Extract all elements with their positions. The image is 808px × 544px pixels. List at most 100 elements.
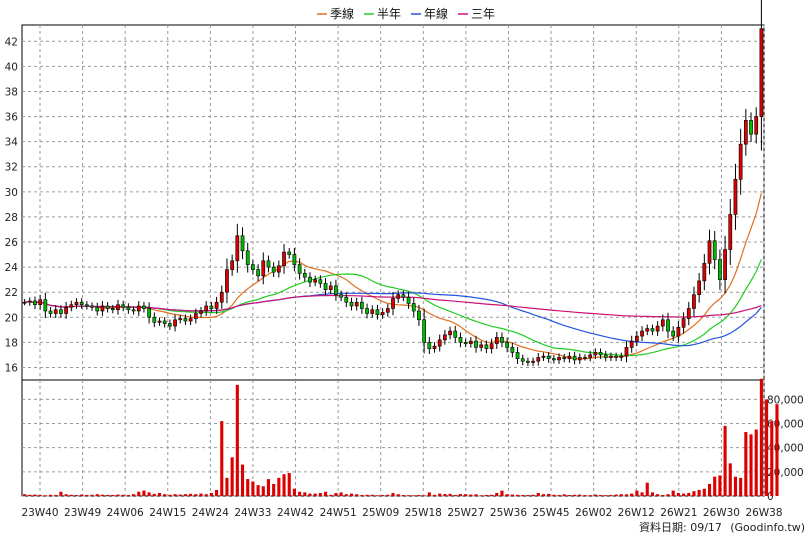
- candle-body: [692, 294, 696, 309]
- candle-body: [183, 318, 188, 322]
- volume-bar: [256, 485, 260, 496]
- price-plot-area: [21, 24, 765, 381]
- candle-body: [520, 358, 525, 362]
- legend-item: 季線: [317, 6, 354, 21]
- price-tick-label: 42: [5, 36, 18, 48]
- x-tick-label: 24W24: [192, 507, 229, 519]
- volume-bar: [64, 494, 68, 496]
- price-panel: 16 18 20 22 24 26 28 30 32 34 36 38 40 42: [5, 0, 765, 381]
- candle-body: [432, 345, 437, 349]
- volume-bar: [604, 495, 608, 496]
- volume-bar: [54, 495, 58, 496]
- candle-body: [27, 300, 32, 303]
- price-tick-label: 26: [5, 237, 19, 249]
- volume-bar: [432, 494, 437, 496]
- candle-body: [391, 298, 395, 309]
- volume-bar: [448, 493, 452, 496]
- candle-body: [650, 328, 655, 332]
- volume-bar: [422, 495, 426, 496]
- volume-bar: [495, 492, 499, 496]
- volume-bar: [85, 494, 89, 496]
- x-tick-label: 25W18: [405, 507, 442, 519]
- volume-bar: [749, 434, 753, 496]
- candle-body: [396, 294, 401, 299]
- volume-bar: [682, 493, 686, 496]
- candle-body: [142, 305, 146, 309]
- volume-bar: [334, 492, 338, 496]
- candle-body: [759, 28, 764, 117]
- candle-body: [437, 339, 442, 347]
- volume-bar: [287, 473, 291, 496]
- volume-bar: [344, 494, 348, 496]
- legend-item: 年線: [411, 6, 448, 21]
- candle-body: [733, 178, 738, 215]
- price-tick-label: 30: [5, 187, 18, 199]
- x-tick-label: 26W21: [660, 507, 697, 519]
- candle-body: [162, 320, 167, 324]
- volume-bar: [386, 494, 390, 496]
- candle-body: [48, 310, 53, 314]
- volume-bar: [593, 494, 597, 496]
- volume-bar: [308, 493, 312, 496]
- candle-body: [131, 309, 136, 312]
- volume-bar: [515, 494, 520, 496]
- volume-bar: [168, 494, 172, 496]
- volume-bar: [713, 476, 717, 496]
- volume-bar: [396, 494, 400, 496]
- volume-bar: [230, 457, 234, 496]
- candle-body: [422, 319, 426, 343]
- volume-bar: [635, 490, 639, 496]
- volume-bar: [650, 492, 654, 496]
- candle-body: [64, 306, 68, 314]
- candle-body: [22, 301, 27, 304]
- volume-bar: [412, 495, 416, 496]
- volume-bar: [313, 493, 317, 496]
- price-tick-label: 38: [5, 86, 18, 98]
- volume-bar: [69, 494, 73, 496]
- candle-body: [365, 308, 369, 314]
- volume-bar: [692, 491, 696, 496]
- candle-body: [69, 304, 74, 308]
- volume-bar: [298, 491, 302, 496]
- volume-bar: [510, 494, 514, 496]
- candle-body: [230, 260, 235, 270]
- volume-bar: [126, 495, 130, 496]
- candle-body: [334, 285, 338, 295]
- volume-bar: [557, 495, 561, 496]
- volume-bar: [90, 494, 94, 496]
- volume-bar: [464, 494, 468, 496]
- volume-bar: [744, 431, 748, 496]
- volume-bar: [215, 489, 219, 496]
- volume-bar: [137, 491, 141, 496]
- volume-bar: [74, 495, 79, 496]
- price-tick-label: 16: [5, 362, 19, 374]
- x-tick-label: 24W06: [107, 507, 144, 519]
- volume-bar: [116, 494, 120, 496]
- candle-body: [551, 358, 556, 361]
- x-tick-label: 26W38: [745, 507, 782, 519]
- price-tick-label: 20: [5, 312, 18, 324]
- volume-bar: [292, 488, 296, 496]
- volume-bar: [775, 404, 779, 496]
- x-tick-label: 25W36: [490, 507, 527, 519]
- candle-body: [59, 309, 63, 314]
- candle-body: [484, 344, 489, 349]
- volume-bar: [95, 494, 99, 496]
- candle-body: [214, 301, 219, 309]
- volume-bar: [329, 494, 333, 496]
- price-tick-label: 22: [5, 287, 18, 299]
- volume-bar: [718, 475, 722, 496]
- legend-item: 半年: [364, 7, 401, 21]
- volume-bar: [272, 483, 276, 496]
- candle-body: [173, 319, 177, 327]
- candle-body: [557, 357, 561, 361]
- volume-bar: [697, 489, 701, 496]
- volume-bar: [303, 492, 307, 496]
- candle-body: [121, 304, 126, 308]
- candle-body: [282, 251, 286, 267]
- volume-bar: [391, 492, 395, 496]
- candle-body: [256, 269, 260, 277]
- volume-bar: [733, 476, 738, 496]
- candle-body: [204, 305, 209, 312]
- candle-body: [593, 352, 598, 356]
